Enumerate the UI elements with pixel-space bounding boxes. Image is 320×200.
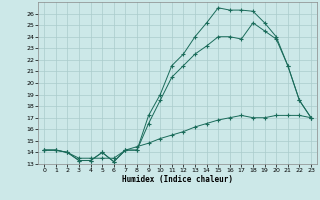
- X-axis label: Humidex (Indice chaleur): Humidex (Indice chaleur): [122, 175, 233, 184]
